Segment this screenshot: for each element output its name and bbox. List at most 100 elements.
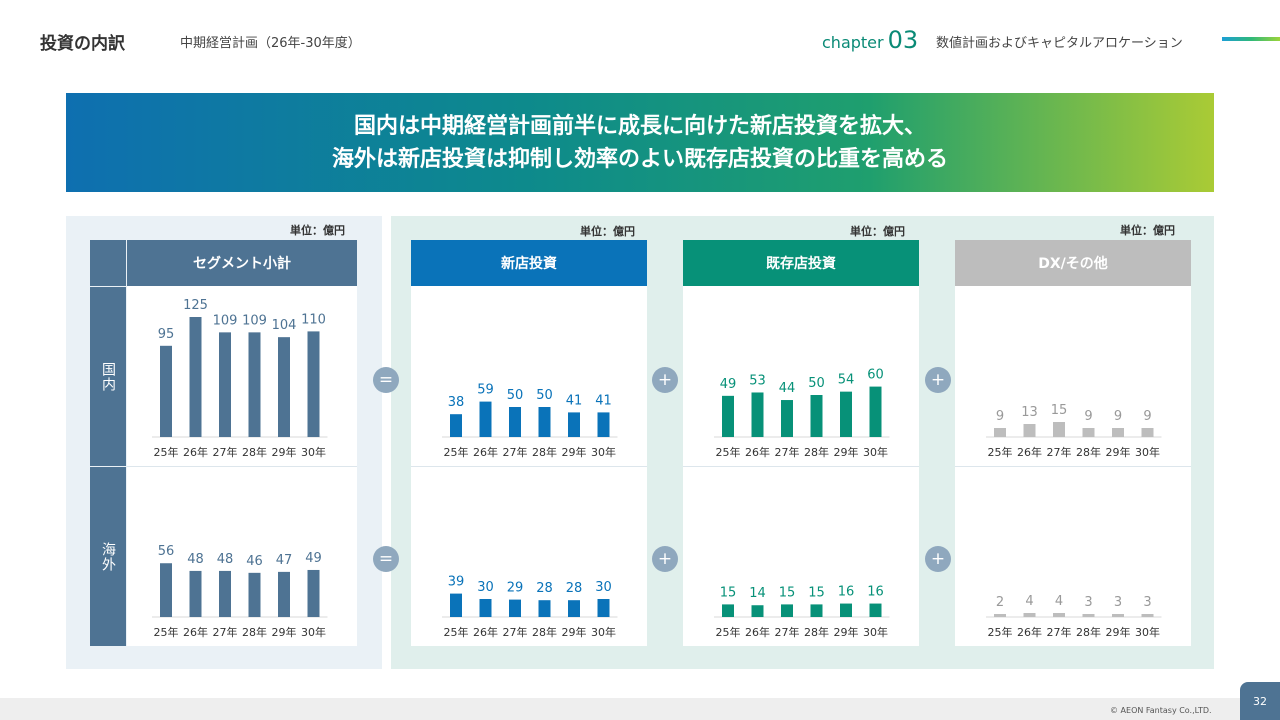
tick-label: 28年 [804,625,829,639]
banner-line-2: 海外は新店投資は抑制し効率のよい既存店投資の比重を高める [331,146,948,172]
bar [810,604,823,617]
row-divider [127,466,357,467]
bar [479,599,492,617]
data-label: 48 [187,552,204,567]
data-label: 59 [477,383,494,398]
tick-label: 27年 [775,625,800,639]
data-label: 15 [720,585,737,600]
existing-store-card-header: 既存店投資 [683,240,919,286]
data-label: 48 [217,552,234,567]
bar [278,571,290,617]
bar [994,614,1006,617]
data-label: 41 [595,393,612,408]
bar [1141,428,1154,437]
bar [840,603,852,617]
bar [1053,422,1065,437]
row-divider [683,466,919,467]
tick-label: 30年 [1135,625,1160,639]
tick-label: 30年 [591,625,616,639]
equals-operator-domestic: = [373,367,399,393]
tick-label: 29年 [834,625,859,639]
bar [751,605,764,617]
chapter-title: 数値計画およびキャピタルアロケーション [936,36,1183,51]
tick-label: 26年 [745,625,770,639]
tick-label: 25年 [154,445,179,459]
data-label: 44 [779,381,796,396]
existing-store-card: 既存店投資 [683,240,919,646]
tick-label: 30年 [301,625,326,639]
tick-label: 25年 [444,625,469,639]
bar [568,600,580,617]
bar [597,599,610,617]
bar [278,337,290,437]
bar [1023,424,1036,437]
tick-label: 29年 [1106,625,1131,639]
tick-label: 27年 [503,625,528,639]
tick-label: 30年 [863,625,888,639]
data-label: 109 [213,313,238,328]
tick-label: 26年 [473,445,498,459]
data-label: 14 [749,586,766,601]
data-label: 109 [242,313,267,328]
tick-label: 28年 [1076,445,1101,459]
data-label: 9 [1114,409,1122,424]
tick-label: 28年 [532,625,557,639]
bar [781,604,793,617]
tick-label: 27年 [1047,445,1072,459]
bar [189,317,202,437]
tick-label: 29年 [1106,445,1131,459]
bar [869,603,882,617]
tick-label: 26年 [183,445,208,459]
plus-operator-domestic-1: + [652,367,678,393]
copyright: © AEON Fantasy Co.,LTD. [1110,706,1212,715]
bar [722,604,734,617]
data-label: 29 [507,581,524,596]
bar [307,569,320,617]
bar [994,428,1006,437]
data-label: 30 [477,580,494,595]
table-corner [90,240,126,286]
data-label: 15 [779,585,796,600]
segment-card-header: セグメント小計 [127,240,357,286]
tick-label: 29年 [834,445,859,459]
bar [248,572,261,617]
bar [538,600,551,617]
data-label: 125 [183,298,208,313]
bar [781,400,793,437]
tick-label: 29年 [272,625,297,639]
unit-label-new-store: 単位：億円 [580,225,635,238]
data-label: 15 [808,585,825,600]
data-label: 38 [448,395,465,410]
data-label: 4 [1055,594,1063,609]
chapter-word: chapter [822,33,884,52]
tick-label: 28年 [804,445,829,459]
tick-label: 25年 [988,445,1013,459]
tick-label: 27年 [1047,625,1072,639]
bar [509,599,521,617]
row-label-domestic: 国内 [90,287,126,466]
bar [1023,613,1036,617]
bar [568,412,580,437]
unit-label-segment: 単位：億円 [290,224,345,237]
data-label: 28 [536,581,553,596]
data-label: 49 [305,551,322,566]
equals-operator-overseas: = [373,546,399,572]
plus-operator-overseas-1: + [652,546,678,572]
unit-label-existing-store: 単位：億円 [850,225,905,238]
bar [450,593,462,617]
bar [189,570,202,617]
bar [1141,614,1154,617]
tick-label: 30年 [301,445,326,459]
banner-line-1: 国内は中期経営計画前半に成長に向けた新店投資を拡大、 [353,113,926,139]
tick-label: 26年 [1017,445,1042,459]
data-label: 13 [1021,405,1038,420]
chapter-label: chapter 03 [822,26,918,54]
bar [751,392,764,437]
bar [219,570,231,617]
tick-label: 28年 [242,445,267,459]
bar [1053,613,1065,617]
unit-label-dx: 単位：億円 [1120,224,1175,237]
bar [479,401,492,437]
row-label-overseas: 海外 [90,467,126,646]
data-label: 104 [272,318,297,333]
